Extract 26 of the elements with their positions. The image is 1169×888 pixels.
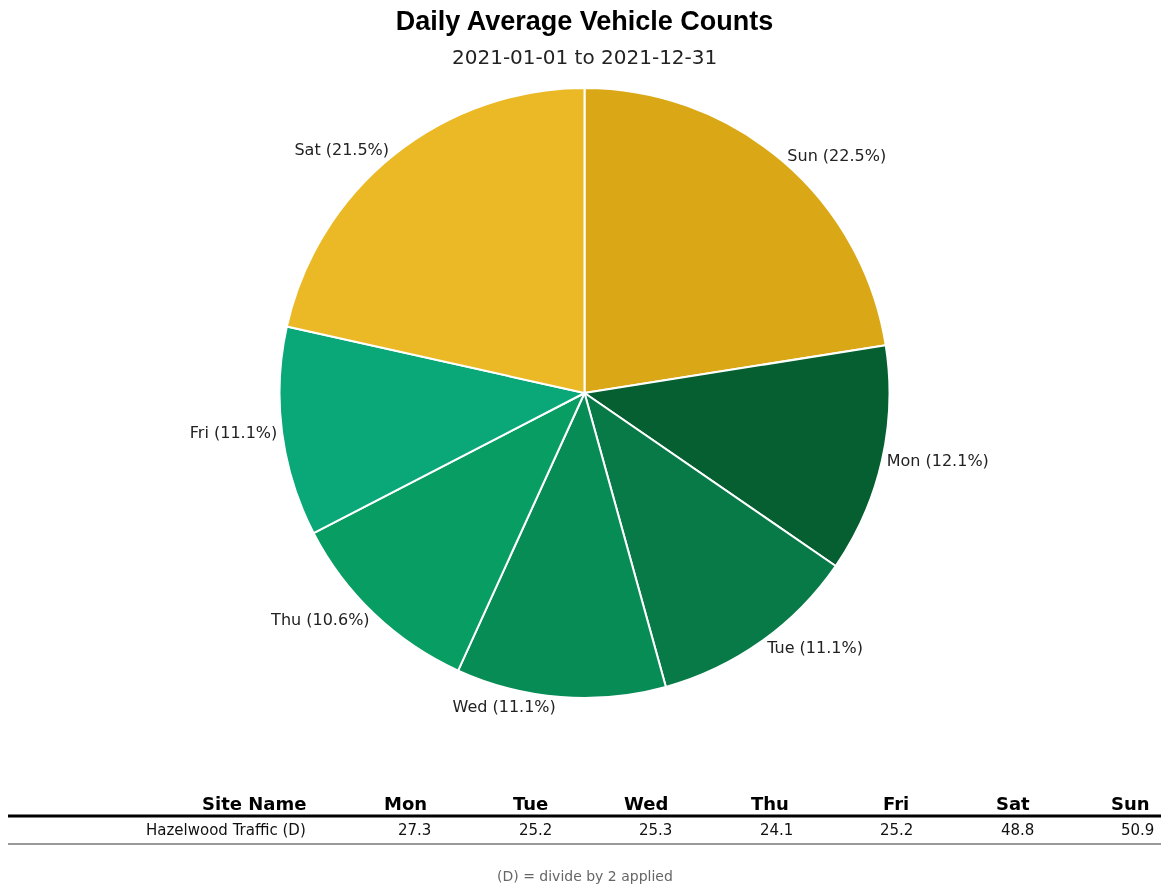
category-label: Mon bbox=[384, 793, 428, 814]
data-label: 25.2 bbox=[880, 821, 914, 839]
category-label: Fri bbox=[883, 793, 910, 814]
category-label: Tue bbox=[513, 793, 549, 814]
slice-label: Fri (11.1%) bbox=[189, 422, 278, 442]
slice-label: Sat (21.5%) bbox=[294, 139, 390, 159]
data-label: 25.2 bbox=[519, 821, 553, 839]
slice-label: Tue (11.1%) bbox=[766, 638, 863, 658]
data-label: 24.1 bbox=[760, 821, 794, 839]
text: (D) = divide by 2 applied bbox=[497, 868, 673, 884]
slice-label: Thu (10.6%) bbox=[270, 609, 370, 629]
category-label: Thu bbox=[751, 793, 789, 814]
data-label: 50.9 bbox=[1121, 821, 1155, 839]
slice-label: Wed (11.1%) bbox=[452, 697, 556, 716]
category-label: Sat bbox=[996, 793, 1031, 814]
chart-title: Daily Average Vehicle Counts bbox=[395, 6, 774, 37]
category-label: Wed bbox=[624, 793, 669, 814]
category-label: Sun bbox=[1111, 793, 1150, 814]
data-label: 25.3 bbox=[639, 821, 673, 839]
data-label: 27.3 bbox=[398, 821, 432, 839]
chart-subtitle: 2021-01-01 to 2021-12-31 bbox=[452, 45, 718, 69]
slice-label: Mon (12.1%) bbox=[886, 451, 989, 471]
slice-label: Sun (22.5%) bbox=[787, 146, 887, 166]
data-label: 48.8 bbox=[1001, 821, 1035, 839]
text: Site Name bbox=[202, 793, 307, 814]
text: Hazelwood Traffic (D) bbox=[146, 821, 306, 839]
